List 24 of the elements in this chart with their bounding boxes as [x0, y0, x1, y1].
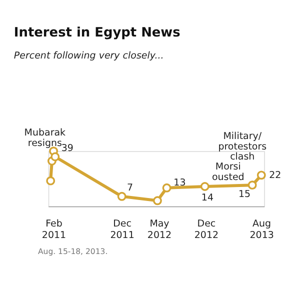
data-label: 14 — [201, 192, 214, 204]
chart-subtitle: Percent following very closely... — [14, 50, 164, 62]
point — [50, 152, 60, 162]
annotation: Morsi ousted — [212, 162, 244, 183]
point — [152, 196, 162, 206]
data-label: 22 — [269, 170, 282, 181]
point — [162, 183, 172, 192]
x-tick-label: Aug 2013 — [250, 218, 274, 241]
data-label: 39 — [61, 143, 74, 154]
x-tick-label: Dec 2011 — [110, 218, 134, 241]
x-tick-label: May 2012 — [147, 218, 172, 241]
data-label: 13 — [174, 177, 186, 188]
point — [200, 182, 210, 191]
data-label: 7 — [127, 182, 134, 194]
point — [256, 170, 266, 180]
x-tick-label: Dec 2012 — [194, 218, 219, 241]
data-label: 15 — [238, 189, 251, 200]
x-tick-label: Feb 2011 — [42, 218, 66, 241]
annotation: Military/ protestors clash — [218, 130, 267, 163]
point — [46, 176, 56, 186]
point — [117, 192, 126, 201]
point — [248, 180, 257, 190]
chart-title: Interest in Egypt News — [14, 25, 181, 40]
text: Aug. 15-18, 2013. — [38, 246, 108, 256]
